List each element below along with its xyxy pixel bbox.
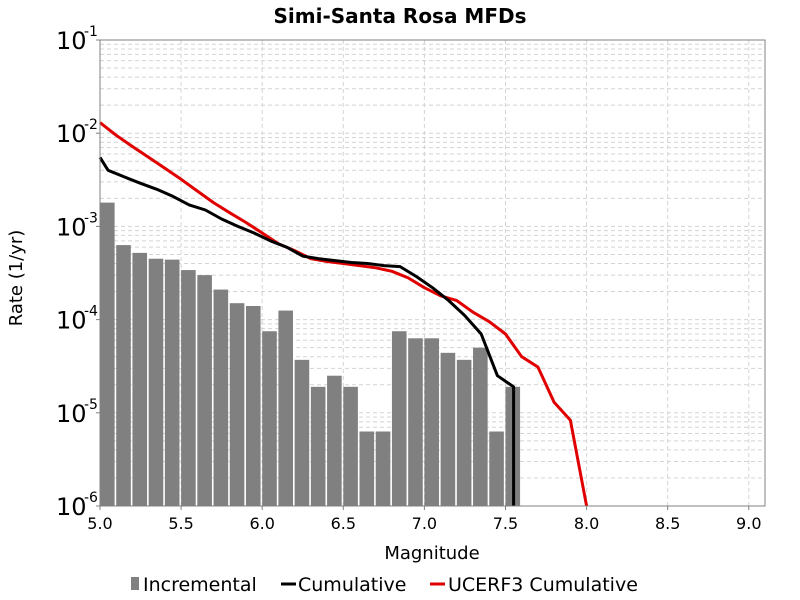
legend-label-incremental: Incremental [143,574,257,596]
incremental-bar [197,275,212,506]
x-tick-label: 9.0 [736,514,761,533]
incremental-bar [100,202,115,507]
legend-label-cumulative: Cumulative [298,574,406,596]
incremental-bar [116,245,131,507]
incremental-bar [327,375,342,506]
incremental-bar [473,347,488,506]
y-tick-exponent: -1 [84,24,98,40]
incremental-bar [359,431,375,506]
y-tick-label: 10 [56,120,87,148]
cumulative-lines [98,121,589,507]
x-tick-label: 8.0 [574,514,599,533]
incremental-bar [213,289,229,506]
y-tick-label: 10 [56,400,87,428]
incremental-bar [424,338,439,506]
legend-swatch-incremental [131,577,139,590]
y-tick-label: 10 [56,27,87,55]
y-axis-ticks: 10-110-210-310-410-510-6 [56,24,100,521]
x-axis-label: Magnitude [384,543,479,564]
y-tick-exponent: -4 [84,304,98,320]
incremental-bar [456,359,472,506]
x-tick-label: 7.0 [412,514,437,533]
x-axis-ticks: 5.0 5.5 6.0 6.5 7.0 7.5 8.0 8.5 9.0 [87,506,762,533]
x-tick-label: 7.5 [493,514,518,533]
y-tick-exponent: -2 [84,117,98,133]
y-tick-exponent: -3 [84,210,98,226]
x-tick-label: 5.5 [168,514,193,533]
x-tick-label: 5.0 [87,514,112,533]
chart-title: Simi-Santa Rosa MFDs [274,4,527,28]
incremental-bar [375,431,391,506]
incremental-bar [391,331,407,506]
plot-area-frame [99,39,766,507]
y-tick-exponent: -5 [84,397,98,413]
y-tick-label: 10 [56,493,87,521]
incremental-bar [310,386,326,506]
cumulative-line [98,156,516,506]
legend: Incremental Cumulative UCERF3 Cumulative [131,574,638,596]
incremental-bar [278,310,294,506]
incremental-bars [100,202,521,507]
y-tick-label: 10 [56,307,87,335]
incremental-bar [181,270,196,506]
y-tick-label: 10 [56,213,87,241]
incremental-bar [343,386,358,506]
incremental-bar [132,252,148,506]
incremental-bar [148,258,164,506]
y-tick-exponent: -6 [84,490,98,506]
incremental-bar [229,303,245,506]
x-tick-label: 6.5 [331,514,356,533]
incremental-bar [440,352,456,506]
incremental-bar [245,305,261,506]
ucerf3-cumulative-line [99,121,589,507]
incremental-bar [408,338,423,506]
x-tick-label: 8.5 [655,514,680,533]
legend-label-ucerf3: UCERF3 Cumulative [448,574,638,596]
incremental-bar [262,331,277,506]
incremental-bar [294,359,310,506]
y-axis-label: Rate (1/yr) [6,230,27,327]
incremental-bar [164,259,180,506]
x-tick-label: 6.0 [249,514,274,533]
incremental-bar [489,431,504,506]
